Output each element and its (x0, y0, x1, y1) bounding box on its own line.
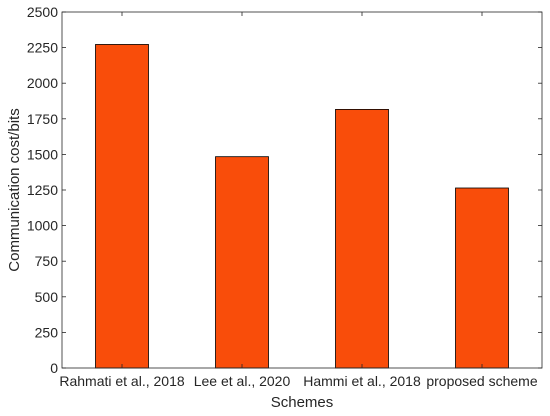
y-tick-label: 2000 (27, 75, 58, 91)
y-axis-title: Communication cost/bits (6, 108, 23, 271)
x-axis-title: Schemes (271, 394, 334, 411)
bar (335, 109, 389, 369)
bar (455, 187, 509, 369)
y-tick-label: 1250 (27, 182, 58, 198)
y-tick-label: 2250 (27, 40, 58, 56)
bar (95, 44, 149, 369)
x-tick-label: Lee et al., 2020 (194, 373, 291, 389)
y-tick-label: 750 (35, 253, 59, 269)
y-tick-label: 0 (50, 360, 58, 376)
x-axis-ticks: Rahmati et al., 2018 Lee et al., 2020 Hamm… (59, 12, 538, 389)
axes-box (61, 11, 543, 369)
y-tick-label: 500 (35, 289, 59, 305)
x-tick-label: proposed scheme (426, 373, 538, 389)
x-tick-label: Hammi et al., 2018 (303, 373, 421, 389)
x-tick-label: Rahmati et al., 2018 (59, 373, 185, 389)
y-tick-label: 2500 (27, 4, 58, 20)
bar (215, 156, 269, 369)
y-axis-ticks: 0 250 500 750 1000 1250 1500 1750 2000 2250 2500 (27, 4, 542, 376)
y-tick-label: 1500 (27, 146, 58, 162)
y-tick-label: 1750 (27, 111, 58, 127)
bars-group (95, 44, 509, 369)
y-tick-label: 250 (35, 324, 59, 340)
y-tick-label: 1000 (27, 218, 58, 234)
